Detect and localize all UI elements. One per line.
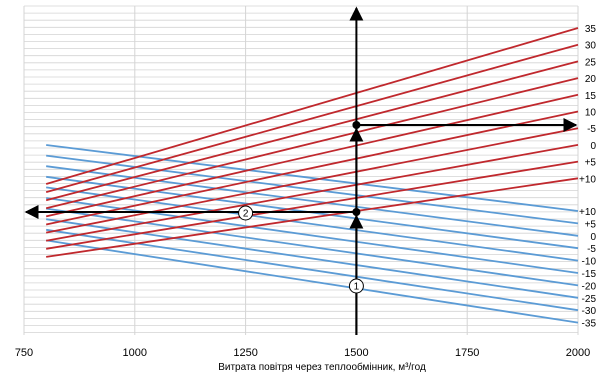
- hot-series-line: [46, 144, 579, 242]
- cold-series: [46, 144, 579, 324]
- cold-series-label: -10: [582, 257, 597, 268]
- cold-series-line: [46, 207, 579, 287]
- hot-series-label: +10: [579, 174, 596, 185]
- intersection-dot-upper: [352, 121, 361, 129]
- hot-series-line: [45, 93, 579, 218]
- hot-series-line: [45, 60, 579, 202]
- cold-series-label: -5: [587, 244, 596, 255]
- intersection-dot-lower: [352, 208, 361, 216]
- marker-circle: [348, 278, 364, 294]
- hot-series-line: [45, 27, 579, 185]
- cold-series-line: [46, 144, 579, 212]
- cold-series-label: -25: [582, 294, 597, 305]
- hot-series: [45, 27, 579, 258]
- hot-series-label: -5: [587, 124, 596, 135]
- hot-series-label: 30: [585, 41, 597, 52]
- x-tick-label: 750: [15, 347, 33, 359]
- marker-circle: [238, 205, 254, 221]
- cold-series-line: [46, 239, 579, 324]
- hot-series-label: 15: [585, 91, 597, 102]
- marker-label: 2: [243, 209, 249, 220]
- cold-series-line: [46, 197, 579, 274]
- hot-series-label: 10: [585, 108, 597, 119]
- hot-series-line: [46, 177, 579, 258]
- cold-series-label: -15: [582, 269, 597, 280]
- marker-label: 1: [354, 282, 360, 293]
- cold-series-line: [46, 228, 579, 312]
- hot-series-label: 35: [585, 24, 597, 35]
- x-tick-label: 1750: [455, 347, 479, 359]
- cold-series-label: +5: [585, 219, 597, 230]
- x-tick-label: 1250: [233, 347, 257, 359]
- cold-series-labels: +10+5 0-5 -10-15-20 -25-30 -35: [579, 207, 596, 330]
- cold-series-label: +10: [579, 207, 596, 218]
- hot-series-line: [45, 43, 579, 193]
- x-tick-label: 1000: [123, 347, 147, 359]
- hot-series-line: [45, 77, 579, 210]
- hot-series-label: 0: [590, 141, 596, 152]
- hot-series-line: [46, 160, 579, 250]
- hot-series-label: +5: [585, 158, 597, 169]
- cold-series-label: -20: [582, 281, 597, 292]
- hot-series-line: [45, 127, 579, 234]
- x-axis-label: Витрата повітря через теплообмінник, м³/…: [218, 361, 426, 373]
- cold-series-label: -30: [582, 306, 597, 317]
- markers: 12: [238, 205, 364, 294]
- cold-series-line: [46, 218, 579, 299]
- hot-series-label: 25: [585, 57, 597, 68]
- cold-series-line: [46, 186, 579, 262]
- cold-series-label: 0: [590, 232, 596, 243]
- hot-series-label: 20: [585, 74, 597, 85]
- x-tick-label: 1500: [344, 347, 368, 359]
- x-tick-label: 2000: [566, 347, 590, 359]
- hot-series-labels: 35 30 25 20 15 10 -5 0 +5 +10: [579, 24, 596, 185]
- hot-series-line: [45, 110, 579, 226]
- x-axis-ticks: 750 1000 1250 1500 1750 2000: [15, 347, 590, 359]
- cold-series-label: -35: [582, 319, 597, 330]
